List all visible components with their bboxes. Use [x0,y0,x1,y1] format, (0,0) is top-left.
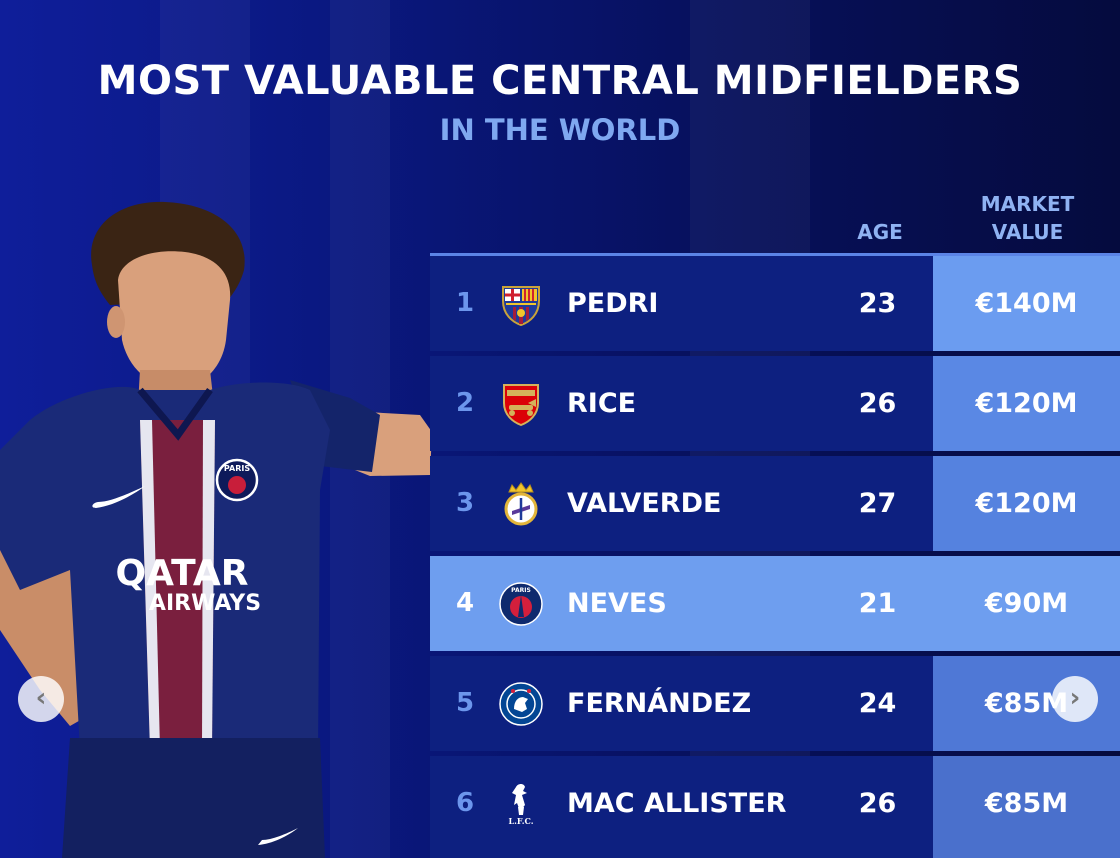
player-age: 21 [858,588,897,619]
column-header-age: AGE [857,220,903,244]
page-subtitle: IN THE WORLD [439,113,681,147]
market-value-cell: €140M [933,256,1120,351]
jersey-sponsor-line2: AIRWAYS [149,591,261,616]
jersey-badge-text: PARIS [224,464,250,473]
page-title: MOST VALUABLE CENTRAL MIDFIELDERS [97,58,1023,104]
chelsea-crest-icon [499,682,543,726]
player-age: 26 [858,388,897,419]
table-row: 5 FERNÁNDEZ 24 €85M [430,656,1120,751]
market-value: €120M [975,488,1078,519]
player-name: PEDRI [567,288,659,319]
rank-number: 6 [455,788,475,818]
table-row-highlighted: 4 PARIS NEVES 21 €90M [430,556,1120,651]
real-madrid-crest-icon [504,482,538,526]
market-value: €140M [975,288,1078,319]
market-value-cell: €120M [933,356,1120,451]
rank-number: 1 [455,288,475,318]
rank-number: 4 [455,588,475,618]
column-header-market-value-line2: VALUE [991,220,1064,244]
market-value: €85M [984,788,1069,819]
carousel-prev-button[interactable]: ‹ [18,676,64,722]
liverpool-crest-text: L.F.C. [508,816,533,826]
player-image: PARIS QATAR AIRWAYS [0,201,432,858]
market-value-cell: €85M [933,756,1120,858]
table-row: 3 VALVERDE 27 €120M [430,456,1120,551]
rank-number: 3 [455,488,475,518]
player-name: RICE [567,388,637,419]
psg-crest-icon: PARIS [499,582,543,626]
liverpool-crest-icon: L.F.C. [508,784,534,826]
column-header-market-value: MARKET VALUE [945,190,1110,246]
column-header-market-value-line1: MARKET [980,192,1075,216]
player-name: FERNÁNDEZ [567,688,752,719]
table-row: 6 L.F.C. MAC ALLISTER 26 €85M [430,756,1120,858]
player-age: 24 [858,688,897,719]
market-value: €90M [984,588,1069,619]
market-value-cell: €90M [933,556,1120,651]
player-name: MAC ALLISTER [567,788,787,819]
market-value: €120M [975,388,1078,419]
carousel-next-button[interactable]: › [1052,676,1098,722]
player-age: 23 [858,288,897,319]
player-age: 26 [858,788,897,819]
barcelona-crest-icon [502,286,540,327]
player-name: NEVES [567,588,667,619]
jersey-sponsor-line1: QATAR [115,553,248,594]
table-row: 1 PEDRI 23 €140M [430,256,1120,351]
player-name: VALVERDE [567,488,722,519]
table-row: 2 RICE 26 €120M [430,356,1120,451]
arsenal-crest-icon [503,384,539,427]
psg-crest-text: PARIS [511,587,531,594]
rank-number: 5 [455,688,475,718]
rank-number: 2 [455,388,475,418]
market-value-cell: €120M [933,456,1120,551]
player-age: 27 [858,488,897,519]
table-top-divider [430,253,1120,256]
